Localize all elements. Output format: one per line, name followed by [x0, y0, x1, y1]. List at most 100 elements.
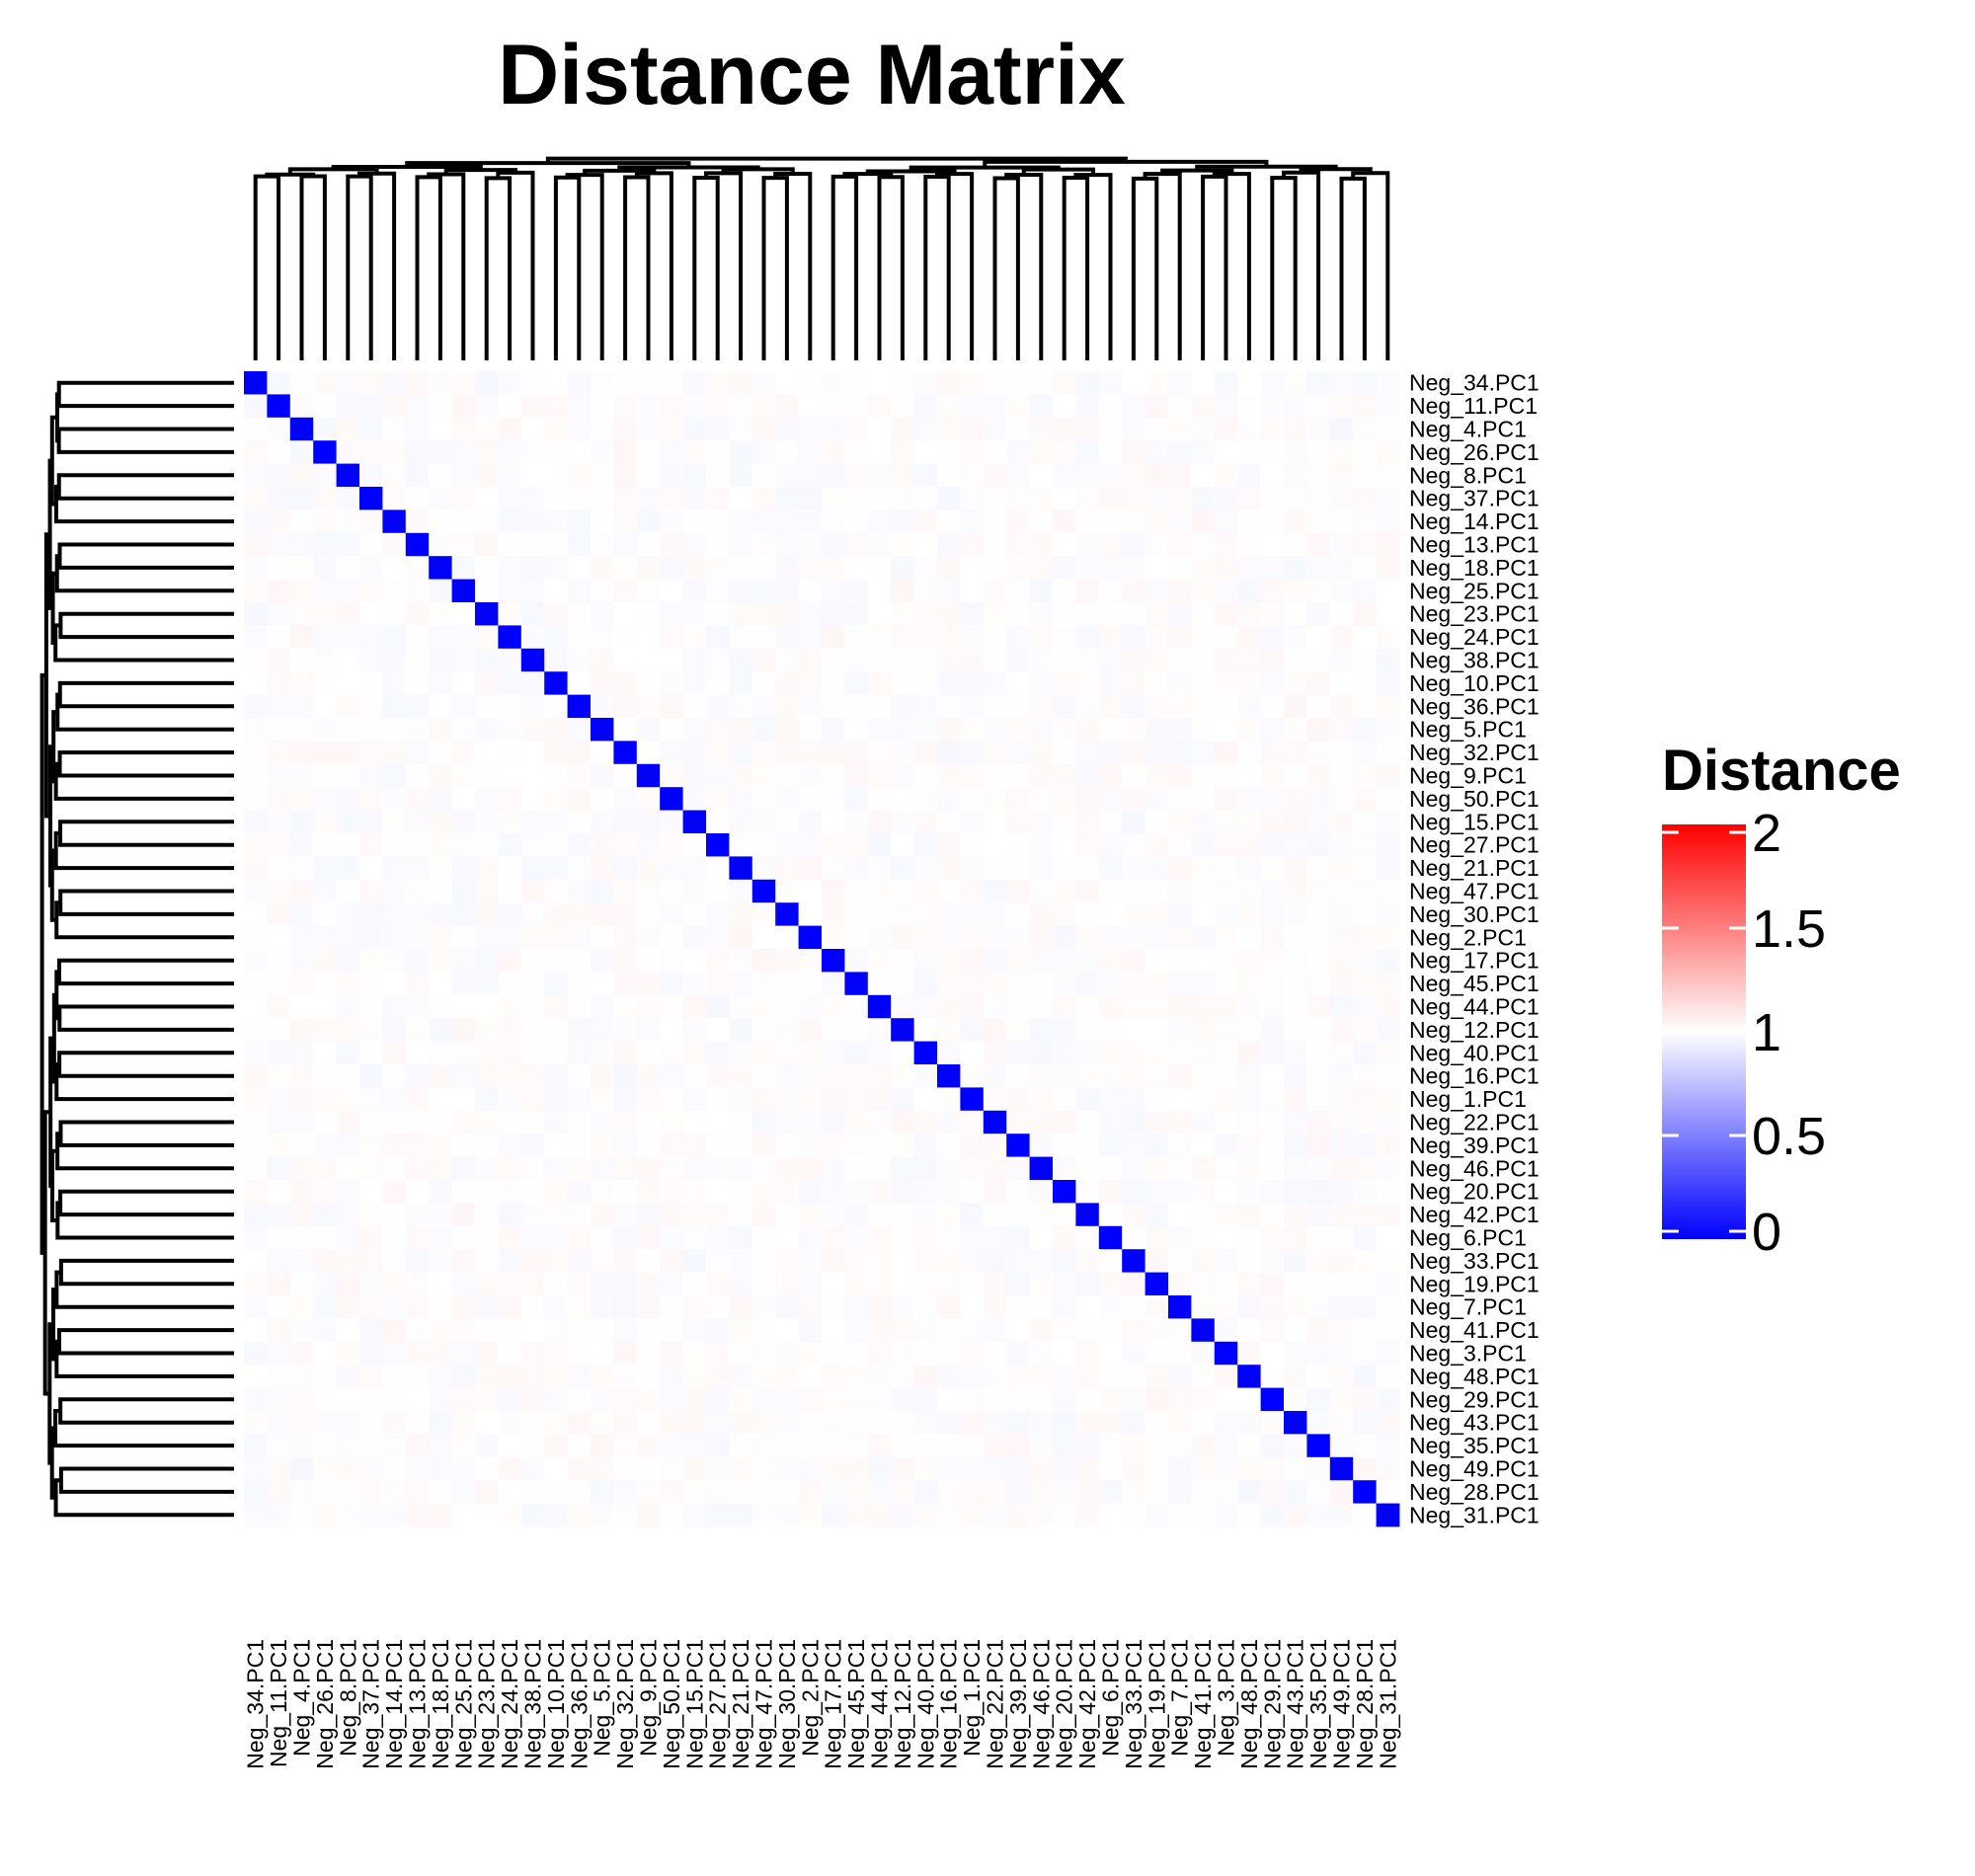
heatmap-cell — [613, 879, 638, 903]
heatmap-cell — [313, 509, 337, 534]
heatmap-cell — [636, 625, 661, 650]
heatmap-cell — [1122, 1387, 1146, 1412]
heatmap-cell — [405, 1480, 430, 1504]
heatmap-cell — [1306, 532, 1331, 557]
heatmap-cell — [544, 949, 568, 973]
heatmap-cell — [359, 1318, 383, 1343]
heatmap-cell — [1306, 1434, 1331, 1458]
heatmap-cell — [267, 417, 291, 441]
heatmap-cell — [1237, 1503, 1261, 1527]
heatmap-cell — [751, 833, 776, 857]
heatmap-cell — [267, 1295, 291, 1319]
dendrogram-branch — [58, 820, 234, 847]
heatmap-cell — [891, 694, 914, 719]
heatmap-cell — [1053, 1456, 1076, 1481]
column-label: Neg_42.PC1 — [1074, 1639, 1100, 1769]
heatmap-cell — [1237, 1064, 1261, 1088]
heatmap-cell — [520, 1225, 545, 1250]
heatmap-cell — [1376, 1156, 1400, 1181]
heatmap-cell — [1284, 1087, 1307, 1112]
heatmap-cell — [613, 1225, 638, 1250]
heatmap-cell — [289, 763, 314, 788]
heatmap-cell — [336, 579, 360, 603]
heatmap-cell — [289, 1203, 314, 1227]
heatmap-cell — [1168, 972, 1192, 996]
heatmap-cell — [937, 1295, 961, 1319]
heatmap-cell — [1284, 1272, 1307, 1296]
heatmap-cell — [1284, 1456, 1307, 1481]
heatmap-cell — [313, 833, 337, 857]
heatmap-cell — [1122, 1295, 1146, 1319]
heatmap-cell — [937, 602, 961, 626]
heatmap-cell — [613, 1411, 638, 1435]
heatmap-cell — [1260, 556, 1285, 580]
heatmap-cell — [798, 1272, 823, 1296]
heatmap-cell — [591, 902, 614, 926]
heatmap-cell — [313, 1018, 337, 1042]
heatmap-cell — [359, 509, 383, 534]
heatmap-cell — [844, 810, 869, 834]
heatmap-cell — [382, 994, 407, 1019]
heatmap-cell — [1284, 994, 1307, 1019]
heatmap-cell — [983, 763, 1007, 788]
heatmap-cell — [1122, 1411, 1146, 1435]
heatmap-cell — [937, 1110, 961, 1134]
heatmap-cell — [867, 856, 892, 881]
heatmap-cell — [451, 371, 476, 395]
heatmap-cell — [682, 741, 707, 765]
heatmap-cell — [751, 1341, 776, 1366]
heatmap-cell — [1353, 1456, 1377, 1481]
heatmap-cell — [1029, 602, 1054, 626]
heatmap-cell — [983, 718, 1007, 742]
heatmap-cell — [613, 509, 638, 534]
heatmap-cell — [983, 371, 1007, 395]
heatmap-cell — [983, 532, 1007, 557]
heatmap-cell — [1145, 718, 1169, 742]
heatmap-cell — [567, 694, 592, 719]
heatmap-cell — [567, 1503, 592, 1527]
heatmap-cell — [544, 763, 568, 788]
heatmap-cell — [1214, 1341, 1238, 1366]
heatmap-cell — [729, 741, 753, 765]
heatmap-cell — [1029, 1249, 1054, 1273]
heatmap-cell — [405, 694, 430, 719]
dendrogram-branch — [427, 172, 466, 360]
heatmap-cell — [1353, 556, 1377, 580]
heatmap-cell — [520, 440, 545, 464]
heatmap-cell — [1260, 787, 1285, 811]
heatmap-cell — [1075, 1456, 1100, 1481]
heatmap-cell — [822, 1110, 845, 1134]
dendrogram-branch — [55, 1201, 234, 1240]
heatmap-cell — [1306, 648, 1331, 672]
heatmap-cell — [1122, 1434, 1146, 1458]
heatmap-cell — [751, 1249, 776, 1273]
heatmap-cell — [1214, 1133, 1238, 1157]
heatmap-cell — [544, 741, 568, 765]
heatmap-cell — [1376, 509, 1400, 534]
heatmap-cell — [1006, 694, 1030, 719]
heatmap-cell — [1098, 1156, 1123, 1181]
heatmap-cell — [1191, 671, 1216, 695]
heatmap-cell — [382, 1110, 407, 1134]
heatmap-cell — [891, 648, 914, 672]
heatmap-cell — [706, 1110, 730, 1134]
heatmap-cell — [960, 1480, 985, 1504]
column-label: Neg_19.PC1 — [1144, 1639, 1169, 1769]
heatmap-cell — [613, 994, 638, 1019]
heatmap-cell — [544, 532, 568, 557]
heatmap-cell — [1029, 1341, 1054, 1366]
heatmap-cell — [1329, 556, 1354, 580]
heatmap-cell — [591, 1387, 614, 1412]
heatmap-cell — [706, 648, 730, 672]
heatmap-cell — [937, 833, 961, 857]
dendrogram-branch — [865, 169, 957, 175]
heatmap-cell — [475, 1480, 499, 1504]
heatmap-cell — [244, 487, 268, 510]
heatmap-cell — [382, 1180, 407, 1204]
heatmap-cell — [775, 1365, 799, 1388]
heatmap-cell — [475, 1156, 499, 1181]
row-label: Neg_12.PC1 — [1409, 1017, 1540, 1043]
heatmap-cell — [429, 602, 452, 626]
heatmap-cell — [1122, 556, 1146, 580]
heatmap-cell — [1214, 671, 1238, 695]
